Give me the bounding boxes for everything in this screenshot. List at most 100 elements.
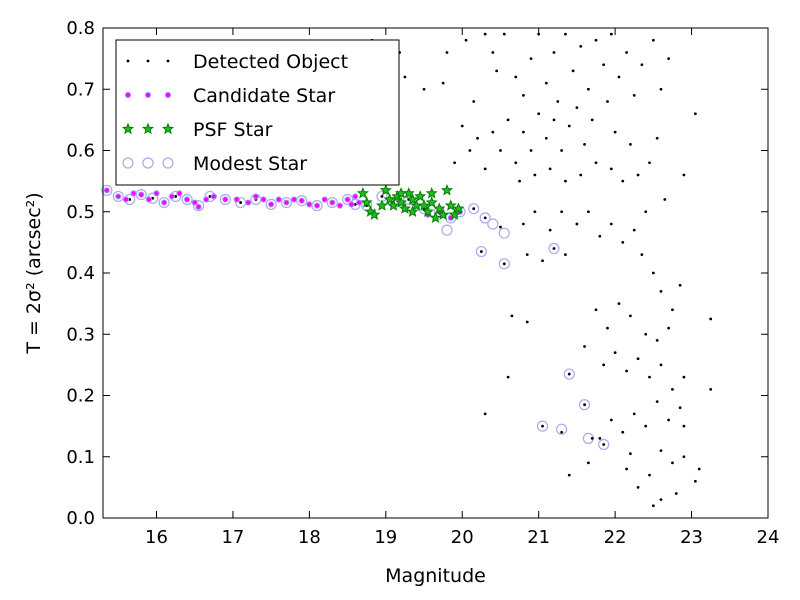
detected-object-point <box>483 167 487 171</box>
detected-object-point <box>537 112 541 116</box>
candidate-star-point <box>260 196 267 203</box>
detected-object-point <box>564 32 567 36</box>
detected-object-point <box>617 75 621 79</box>
detected-object-point <box>609 418 613 422</box>
modest-star-point <box>498 258 510 270</box>
modest-star-point <box>265 198 277 210</box>
psf-star-point <box>395 187 408 199</box>
psf-star-point <box>433 202 446 214</box>
detected-object-point <box>659 289 663 293</box>
candidate-star-point <box>161 199 168 206</box>
candidate-star-point <box>222 196 229 203</box>
detected-object-point <box>659 449 663 453</box>
psf-star-point <box>406 205 419 217</box>
detected-object-point <box>590 118 594 122</box>
detected-object-point <box>636 357 640 361</box>
x-tick-label: 18 <box>298 527 321 548</box>
psf-star-point <box>395 196 408 208</box>
candidate-star-point <box>191 199 198 206</box>
detected-object-point <box>640 63 644 67</box>
detected-object-point <box>502 32 506 36</box>
detected-object-point <box>208 195 212 198</box>
candidate-star-point <box>115 193 122 200</box>
detected-object-point <box>678 283 682 287</box>
candidate-star-point <box>145 196 152 203</box>
legend-label-candidate-star: Candidate Star <box>193 85 335 107</box>
detected-object-point <box>709 387 713 391</box>
detected-object-point <box>625 467 628 471</box>
detected-object-point <box>174 195 178 198</box>
detected-object-point <box>613 351 617 355</box>
detected-object-point <box>552 118 556 122</box>
modest-star-point <box>498 227 510 239</box>
detected-object-point <box>564 179 567 183</box>
detected-object-point <box>518 179 521 183</box>
detected-object-point <box>651 504 655 508</box>
detected-object-point <box>671 308 674 312</box>
detected-object-point <box>472 100 476 103</box>
detected-object-point <box>403 75 407 79</box>
psf-star-point <box>387 199 400 211</box>
psf-star-point <box>452 202 465 214</box>
detected-object-point <box>621 179 625 183</box>
detected-object-point <box>510 314 514 318</box>
candidate-star-point <box>203 196 210 203</box>
candidate-star-point <box>352 193 359 200</box>
detected-object-point <box>560 210 564 214</box>
detected-object-point <box>594 308 598 312</box>
candidate-star-point <box>355 199 363 206</box>
detected-object-point <box>659 498 663 502</box>
detected-object-point <box>529 57 533 61</box>
candidate-star-point <box>329 199 336 206</box>
x-tick-label: 19 <box>374 527 397 548</box>
candidate-star-point <box>268 201 275 208</box>
legend-label-detected-object: Detected Object <box>193 51 348 73</box>
detected-object-point <box>636 173 640 177</box>
detected-object-point <box>682 424 686 428</box>
detected-object-point <box>529 149 533 152</box>
psf-star-point <box>379 183 392 196</box>
modest-star-point <box>326 196 338 209</box>
detected-object-point <box>709 317 713 321</box>
modest-star-point <box>219 193 231 206</box>
detected-object-point <box>602 63 606 67</box>
detected-object-point <box>682 455 686 459</box>
candidate-star-point <box>306 201 313 208</box>
detected-object-point <box>380 195 384 198</box>
detected-object-point <box>151 196 155 200</box>
y-tick-label: 0.7 <box>66 79 95 100</box>
detected-object-point <box>629 314 632 318</box>
detected-object-point <box>544 136 548 140</box>
legend-marker-candidate-star <box>144 91 152 99</box>
y-tick-label: 0.2 <box>66 386 95 407</box>
x-tick-label: 16 <box>145 527 168 548</box>
candidate-star-point <box>298 197 305 204</box>
modest-star-point <box>563 368 575 380</box>
detected-object-point <box>598 436 602 440</box>
detected-object-point <box>567 372 571 376</box>
modest-star-point <box>112 190 124 203</box>
detected-object-point <box>697 467 701 471</box>
candidate-star-point <box>344 196 351 203</box>
y-tick-label: 0.5 <box>66 202 95 223</box>
y-tick-label: 0.6 <box>66 141 95 162</box>
detected-object-point <box>422 87 426 91</box>
candidate-star-point <box>168 193 175 200</box>
modest-star-point <box>578 399 591 411</box>
detected-object-point <box>609 167 613 171</box>
detected-object-point <box>583 142 586 146</box>
detected-object-point <box>468 149 472 152</box>
detected-object-point <box>483 32 487 36</box>
detected-object-point <box>621 240 625 244</box>
candidate-star-point <box>130 190 137 197</box>
psf-star-point <box>356 187 369 199</box>
y-tick-label: 0.8 <box>66 18 95 39</box>
detected-object-point <box>575 106 579 110</box>
psf-star-point <box>444 199 457 211</box>
detected-object-point <box>483 412 487 416</box>
detected-object-point <box>659 363 663 367</box>
detected-object-point <box>613 130 617 134</box>
x-tick-label: 17 <box>221 527 244 548</box>
detected-object-point <box>693 479 697 483</box>
